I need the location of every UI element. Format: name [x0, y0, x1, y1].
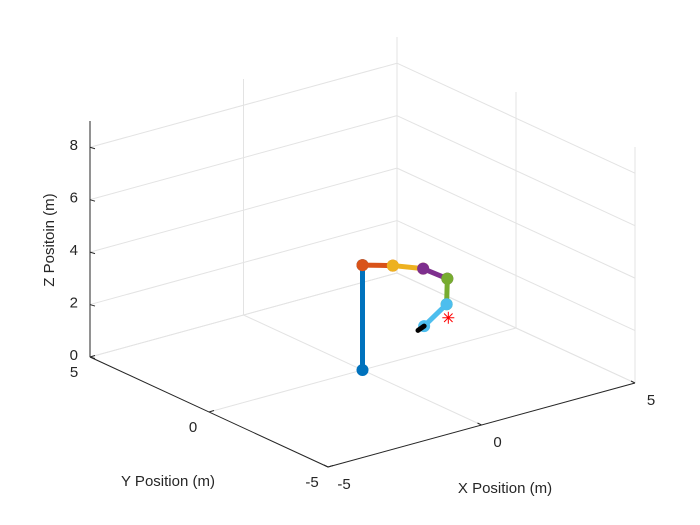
z-tick: [89, 251, 96, 255]
joint-marker: [441, 272, 454, 285]
grid-line: [89, 272, 398, 358]
z-tick-label: 4: [70, 242, 78, 259]
x-tick: [477, 422, 482, 426]
joint-marker: [386, 259, 399, 272]
grid-line: [89, 167, 398, 253]
x-axis-label: X Position (m): [458, 480, 552, 497]
x-tick-label: -5: [337, 476, 350, 493]
target-marker: [442, 311, 455, 324]
grid-line: [396, 272, 636, 384]
grid-line: [396, 115, 636, 227]
y-tick-label: 5: [70, 364, 78, 381]
z-tick-label: 0: [70, 347, 78, 364]
grid-line: [396, 62, 636, 174]
joint-marker: [356, 364, 369, 376]
grid-line: [89, 220, 398, 306]
x-tick: [323, 464, 329, 468]
z-tick-label: 8: [70, 137, 78, 154]
y-tick: [208, 410, 215, 413]
y-tick: [327, 465, 334, 468]
z-tick-label: 2: [70, 295, 78, 312]
robot-link: [415, 323, 427, 333]
grid-line: [89, 62, 398, 148]
grid-line: [396, 167, 636, 279]
grid-line: [89, 115, 398, 201]
x-tick: [630, 380, 636, 384]
x-tick-label: 0: [493, 434, 501, 451]
z-axis-label: Z Positoin (m): [41, 193, 58, 286]
y-axis-label: Y Position (m): [121, 473, 215, 490]
z-tick: [89, 146, 96, 150]
grid-line: [396, 220, 636, 332]
z-tick-label: 6: [70, 190, 78, 207]
z-tick: [89, 199, 96, 202]
joint-marker: [417, 262, 430, 275]
y-tick-label: 0: [189, 419, 197, 436]
z-tick: [89, 356, 96, 359]
joint-marker: [356, 259, 369, 272]
z-tick: [89, 304, 96, 307]
joint-marker: [440, 298, 453, 311]
y-tick-label: -5: [305, 474, 318, 491]
x-tick-label: 5: [647, 392, 655, 409]
